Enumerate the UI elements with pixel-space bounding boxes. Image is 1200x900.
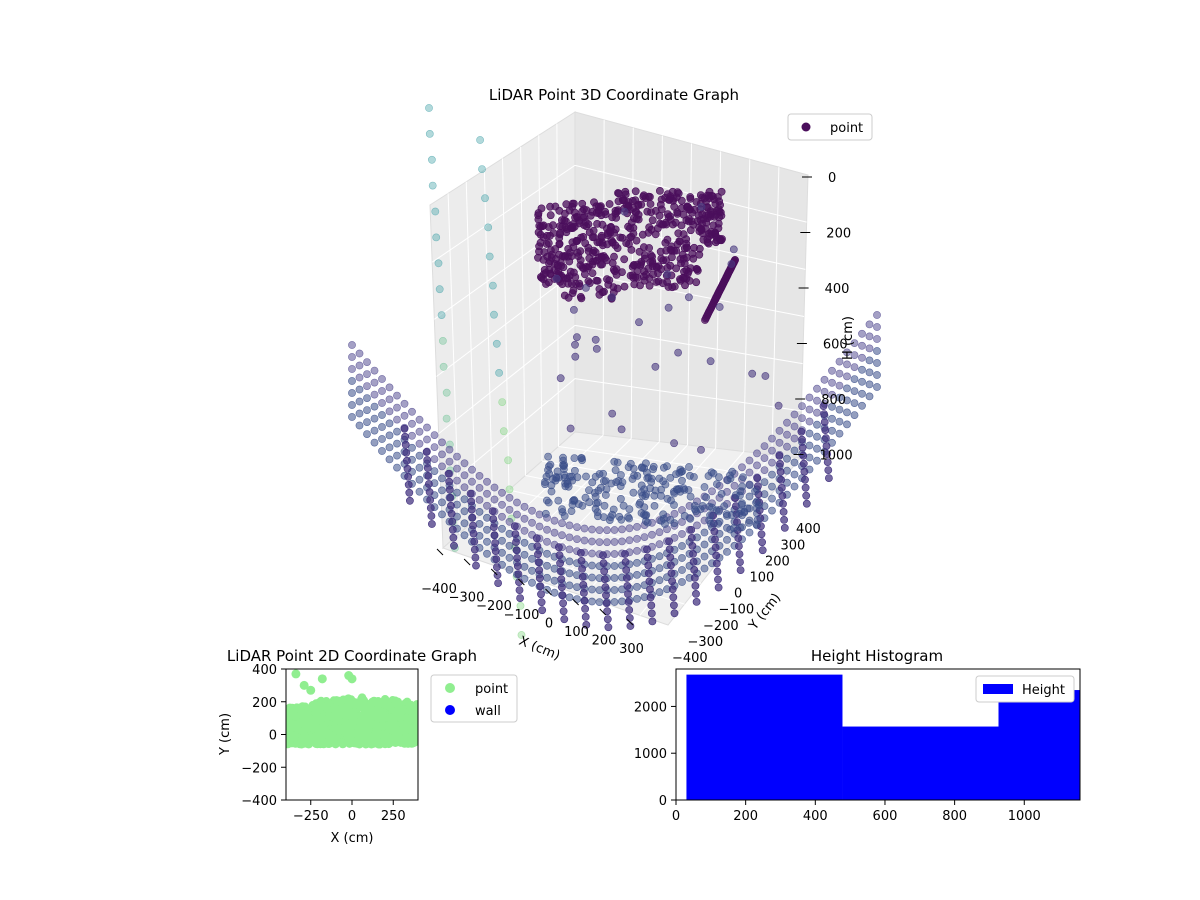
xtick-histogram: 1000 xyxy=(1008,809,1041,824)
ytick-histogram: 1000 xyxy=(634,747,667,762)
plot-3d: −400−300−200−1000100200300−400−300−200−1… xyxy=(348,86,881,666)
ztick-3d: 1000 xyxy=(820,449,853,464)
xtick-3d: 300 xyxy=(619,642,644,657)
ytick-3d: −200 xyxy=(703,619,739,634)
axes-histogram: 0 200 400 600 800 1000 0 1000 2000 xyxy=(634,700,1041,824)
histogram-bar xyxy=(998,690,1080,800)
ztick-3d: 400 xyxy=(825,282,850,297)
frame-histogram xyxy=(675,668,1081,801)
xtick-histogram: 400 xyxy=(803,809,828,824)
ytick-3d: 400 xyxy=(796,522,821,537)
xtick-histogram: 0 xyxy=(672,809,680,824)
zlabel-3d: H (cm) xyxy=(841,316,856,360)
legend-3d-marker xyxy=(801,122,811,132)
legend-3d-label: point xyxy=(830,121,863,136)
xtick-histogram: 200 xyxy=(733,809,758,824)
ytick-2d: −200 xyxy=(241,761,277,776)
xlabel-2d: X (cm) xyxy=(331,831,374,846)
ytick-3d: −300 xyxy=(688,635,724,650)
legend-histogram: Height xyxy=(975,675,1075,703)
plot-histogram: Height Histogram 0 200 400 600 800 1000 0 1000 2… xyxy=(634,647,1081,824)
ztick-3d: 200 xyxy=(826,227,851,242)
legend-histogram-label: Height xyxy=(1022,683,1065,698)
ytick-3d: 0 xyxy=(734,587,742,602)
legend-2d-point-label: point xyxy=(475,682,508,697)
histogram-bars xyxy=(686,674,1080,800)
ytick-2d: 400 xyxy=(252,663,277,678)
axes-2d: −250 0 250 −400 −200 0 200 400 xyxy=(241,663,405,824)
legend-histogram-swatch xyxy=(983,684,1013,694)
legend-2d-wall-marker xyxy=(445,705,455,715)
ztick-3d: 0 xyxy=(828,171,836,186)
xtick-2d: 0 xyxy=(348,809,356,824)
ytick-2d: 200 xyxy=(252,696,277,711)
legend-2d: point wall xyxy=(430,674,518,723)
axes-3d: −400−300−200−1000100200300−400−300−200−1… xyxy=(421,171,852,666)
title-3d: LiDAR Point 3D Coordinate Graph xyxy=(489,86,739,104)
legend-histogram-frame xyxy=(975,675,1075,703)
xtick-3d: 0 xyxy=(545,616,553,631)
ytick-histogram: 0 xyxy=(659,794,667,809)
title-histogram: Height Histogram xyxy=(811,647,943,665)
xtick-2d: −250 xyxy=(293,809,329,824)
ytick-histogram: 2000 xyxy=(634,700,667,715)
ytick-3d: 100 xyxy=(750,571,775,586)
plot-2d: LiDAR Point 2D Coordinate Graph −250 0 250… xyxy=(218,647,518,846)
histogram-bar xyxy=(842,726,999,800)
xtick-3d: −300 xyxy=(449,591,485,606)
xtick-histogram: 800 xyxy=(942,809,967,824)
legend-3d: point xyxy=(787,113,873,141)
ytick-3d: 300 xyxy=(781,538,806,553)
ytick-3d: 200 xyxy=(765,554,790,569)
xtick-histogram: 600 xyxy=(873,809,898,824)
histogram-bar xyxy=(686,674,843,800)
ztick-3d: 600 xyxy=(823,338,848,353)
xtick-3d: 200 xyxy=(592,634,617,649)
legend-3d-frame xyxy=(787,113,873,141)
ytick-2d: −400 xyxy=(241,794,277,809)
xtick-3d: −200 xyxy=(476,599,512,614)
points-3d xyxy=(348,104,881,639)
xtick-3d: −100 xyxy=(504,608,540,623)
xtick-3d: −400 xyxy=(421,582,457,597)
ytick-2d: 0 xyxy=(269,729,277,744)
legend-2d-wall-label: wall xyxy=(475,704,501,719)
ylabel-2d: Y (cm) xyxy=(218,713,233,756)
xlabel-3d: X (cm) xyxy=(517,634,562,664)
legend-2d-point-marker xyxy=(445,683,455,693)
ytick-3d: −100 xyxy=(719,603,755,618)
xtick-2d: 250 xyxy=(381,809,406,824)
title-2d: LiDAR Point 2D Coordinate Graph xyxy=(227,647,477,665)
xtick-3d: 100 xyxy=(564,625,589,640)
ytick-3d: −400 xyxy=(672,651,708,666)
points-2d xyxy=(286,669,418,749)
ztick-3d: 800 xyxy=(821,393,846,408)
